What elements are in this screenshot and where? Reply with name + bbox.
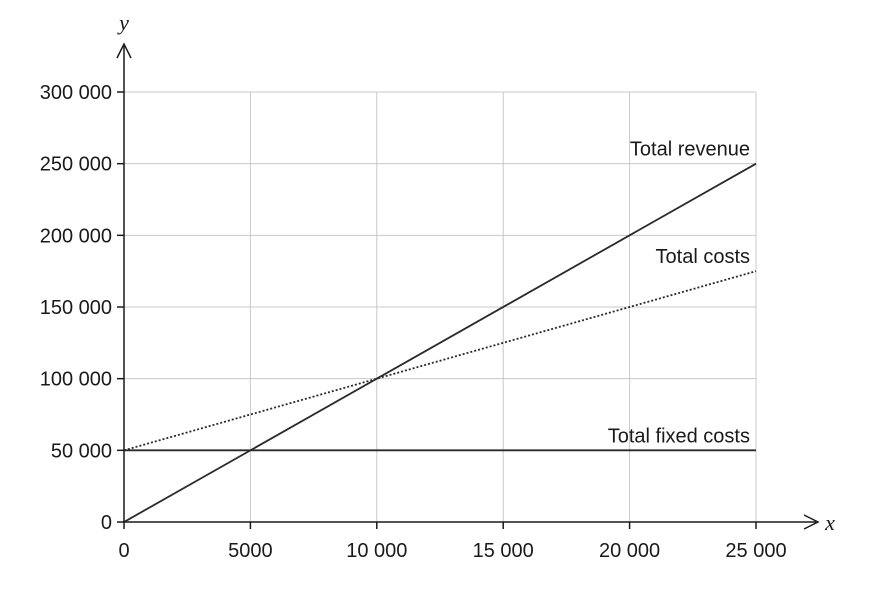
y-axis-arrow <box>116 42 132 59</box>
x-tick-label: 5000 <box>228 540 273 562</box>
x-tick-label: 25 000 <box>725 540 786 562</box>
axes <box>116 42 820 530</box>
x-tick-label: 0 <box>118 540 129 562</box>
y-tick-label: 300 000 <box>40 82 112 104</box>
y-tick-label: 0 <box>101 512 112 534</box>
series-label: Total fixed costs <box>608 425 750 447</box>
y-tick-label: 150 000 <box>40 297 112 319</box>
series-line <box>123 162 757 523</box>
series-label: Total costs <box>656 246 750 268</box>
y-tick-label: 50 000 <box>51 440 112 462</box>
x-tick-label: 10 000 <box>346 540 407 562</box>
x-tick-label: 15 000 <box>473 540 534 562</box>
series-labels: Total revenue Total costs Total fixed cost… <box>608 139 750 448</box>
y-tick-label: 100 000 <box>40 369 112 391</box>
series-lines <box>123 162 757 523</box>
tick-labels: 0 50 000 100 000 150 000 200 000 250 000 300 0… <box>40 10 835 562</box>
series-line <box>123 270 757 452</box>
x-axis-arrow <box>803 514 820 530</box>
x-tick-label: 20 000 <box>599 540 660 562</box>
y-tick-label: 250 000 <box>40 154 112 176</box>
y-tick-label: 200 000 <box>40 225 112 247</box>
series-label: Total revenue <box>630 139 750 161</box>
x-axis-title: x <box>824 510 835 535</box>
y-axis-title: y <box>117 10 129 35</box>
